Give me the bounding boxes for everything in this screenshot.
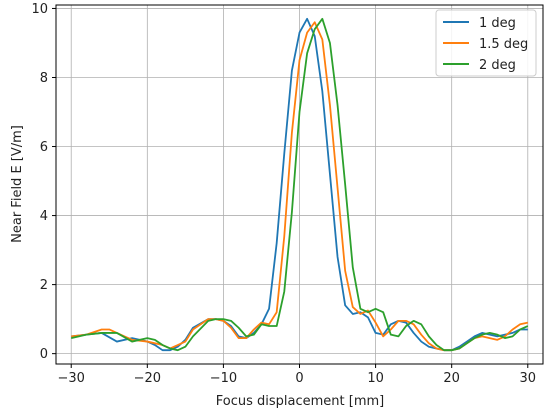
legend-label: 1.5 deg — [479, 37, 528, 52]
x-tick-label: −20 — [134, 371, 161, 386]
y-axis-label: Near Field E [V/m] — [10, 125, 25, 243]
series-line-1 — [71, 17, 528, 352]
y-tick-label: 10 — [31, 2, 48, 17]
series-line-3 — [71, 17, 529, 352]
x-tick-label: 10 — [367, 371, 384, 386]
x-tick-label: −30 — [58, 371, 85, 386]
legend: 1 deg 1.5 deg 2 deg — [435, 9, 537, 77]
y-tick-label: 6 — [40, 140, 48, 155]
x-tick-label: 30 — [520, 371, 537, 386]
y-tick-label: 8 — [40, 71, 48, 86]
y-tick-label: 4 — [40, 209, 48, 224]
legend-label: 1 deg — [479, 16, 516, 31]
series-layer — [71, 17, 529, 352]
y-tick-label: 2 — [40, 278, 48, 293]
x-axis-label: Focus displacement [mm] — [216, 394, 384, 409]
y-tick-label: 0 — [40, 347, 48, 362]
grid — [56, 5, 543, 364]
legend-label: 2 deg — [479, 58, 516, 73]
x-ticks: −30 −20 −10 0 10 20 30 — [58, 364, 537, 386]
legend-box — [435, 9, 537, 77]
y-ticks: 0 2 4 6 8 10 — [31, 2, 56, 362]
x-tick-label: 20 — [443, 371, 460, 386]
x-tick-label: −10 — [210, 371, 237, 386]
x-tick-label: 0 — [295, 371, 303, 386]
